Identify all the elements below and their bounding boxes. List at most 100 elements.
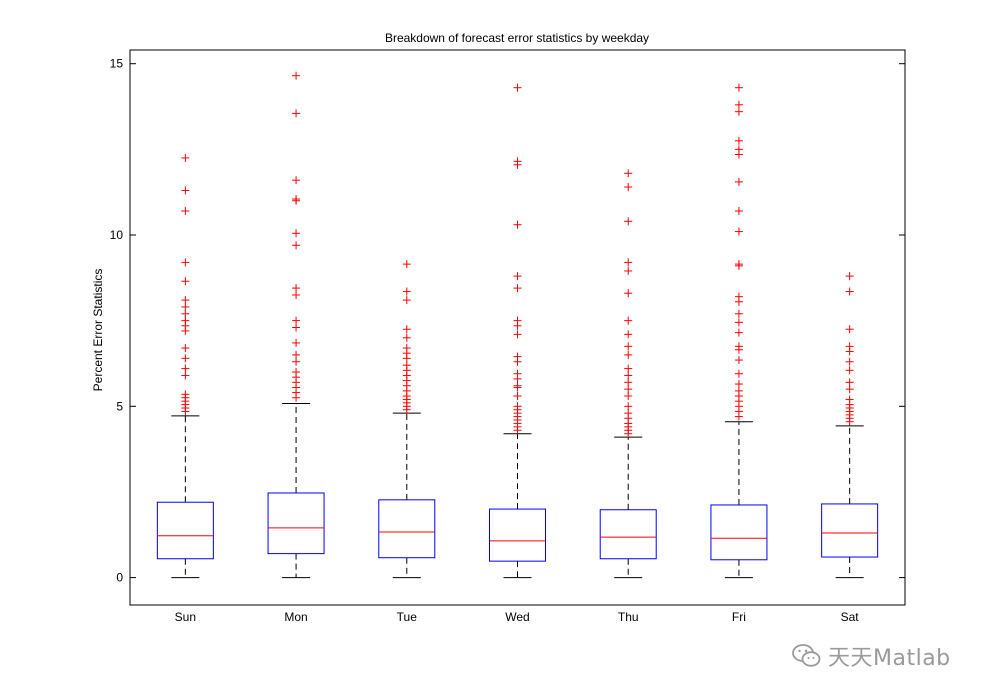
- outlier-point: [181, 390, 190, 399]
- outlier-point: [402, 344, 411, 353]
- outlier-point: [734, 369, 743, 378]
- outlier-point: [624, 217, 633, 226]
- outlier-point: [624, 371, 633, 380]
- outlier-point: [292, 323, 301, 332]
- outlier-point: [292, 368, 301, 377]
- outlier-point: [624, 392, 633, 401]
- outlier-point: [513, 157, 522, 166]
- outlier-point: [624, 342, 633, 351]
- outlier-point: [292, 284, 301, 293]
- outlier-point: [292, 229, 301, 238]
- outlier-point: [845, 357, 854, 366]
- outlier-point: [402, 260, 411, 269]
- outlier-point: [624, 289, 633, 298]
- outlier-point: [181, 207, 190, 216]
- outlier-point: [845, 366, 854, 375]
- outlier-point: [734, 100, 743, 109]
- outlier-point: [402, 361, 411, 370]
- outlier-point: [292, 350, 301, 359]
- outlier-point: [734, 207, 743, 216]
- outlier-point: [624, 330, 633, 339]
- outlier-point: [181, 354, 190, 363]
- outlier-point: [513, 369, 522, 378]
- outlier-point: [402, 325, 411, 334]
- outlier-point: [734, 136, 743, 145]
- outlier-point: [402, 287, 411, 296]
- outlier-point: [624, 350, 633, 359]
- outlier-point: [292, 71, 301, 80]
- chart-title: Breakdown of forecast error statistics b…: [385, 31, 649, 45]
- outlier-point: [292, 357, 301, 366]
- outlier-point: [734, 309, 743, 318]
- outlier-point: [734, 145, 743, 154]
- outlier-point: [624, 316, 633, 325]
- outlier-point: [513, 402, 522, 411]
- y-tick-label: 15: [110, 57, 124, 71]
- watermark-text: 天天Matlab: [828, 646, 951, 671]
- wechat-icon: [792, 644, 821, 667]
- outlier-point: [292, 109, 301, 118]
- outlier-point: [845, 287, 854, 296]
- y-tick-label: 10: [110, 228, 124, 242]
- outlier-point: [181, 258, 190, 267]
- y-tick-label: 0: [116, 571, 123, 585]
- outlier-point: [624, 402, 633, 411]
- outlier-point: [845, 272, 854, 281]
- outlier-point: [292, 241, 301, 250]
- x-tick-label: Fri: [732, 610, 746, 624]
- y-tick-label: 5: [116, 399, 123, 413]
- outlier-point: [513, 352, 522, 361]
- x-tick-label: Wed: [505, 610, 529, 624]
- x-tick-label: Thu: [618, 610, 639, 624]
- outlier-point: [513, 392, 522, 401]
- outlier-point: [624, 385, 633, 394]
- box-fri: [710, 504, 768, 561]
- outlier-point: [181, 186, 190, 195]
- outlier-point: [292, 290, 301, 299]
- box-sun: [156, 501, 214, 560]
- outlier-point: [734, 260, 743, 269]
- box-tue: [378, 499, 436, 559]
- box-wed: [489, 508, 546, 562]
- x-tick-label: Sun: [175, 610, 196, 624]
- outlier-point: [402, 333, 411, 342]
- box-thu: [599, 509, 657, 560]
- outlier-point: [734, 380, 743, 389]
- outlier-point: [845, 378, 854, 387]
- outlier-point: [181, 344, 190, 353]
- outlier-point: [181, 364, 190, 373]
- outlier-point: [624, 409, 633, 418]
- x-tick-label: Sat: [841, 610, 860, 624]
- outlier-point: [734, 328, 743, 337]
- outlier-point: [181, 302, 190, 311]
- outlier-point: [845, 325, 854, 334]
- outlier-point: [181, 153, 190, 162]
- outlier-point: [734, 318, 743, 327]
- outlier-point: [181, 296, 190, 305]
- x-tick-label: Mon: [284, 610, 307, 624]
- outlier-point: [181, 309, 190, 318]
- outlier-point: [513, 316, 522, 325]
- outlier-point: [624, 258, 633, 267]
- outlier-point: [845, 395, 854, 404]
- outlier-point: [624, 169, 633, 178]
- outlier-point: [292, 338, 301, 347]
- watermark: 天天Matlab: [792, 640, 951, 672]
- outlier-point: [624, 378, 633, 387]
- outlier-point: [513, 83, 522, 92]
- outlier-point: [734, 356, 743, 365]
- outlier-point: [734, 107, 743, 116]
- outlier-point: [624, 183, 633, 192]
- outlier-point: [292, 316, 301, 325]
- outlier-point: [734, 177, 743, 186]
- outlier-point: [734, 83, 743, 92]
- box-mon: [267, 492, 325, 555]
- box-sat: [821, 503, 879, 558]
- outlier-point: [513, 330, 522, 339]
- outlier-point: [513, 272, 522, 281]
- plot-frame: [129, 49, 906, 606]
- outlier-point: [734, 342, 743, 351]
- outlier-point: [181, 371, 190, 380]
- outlier-point: [734, 292, 743, 301]
